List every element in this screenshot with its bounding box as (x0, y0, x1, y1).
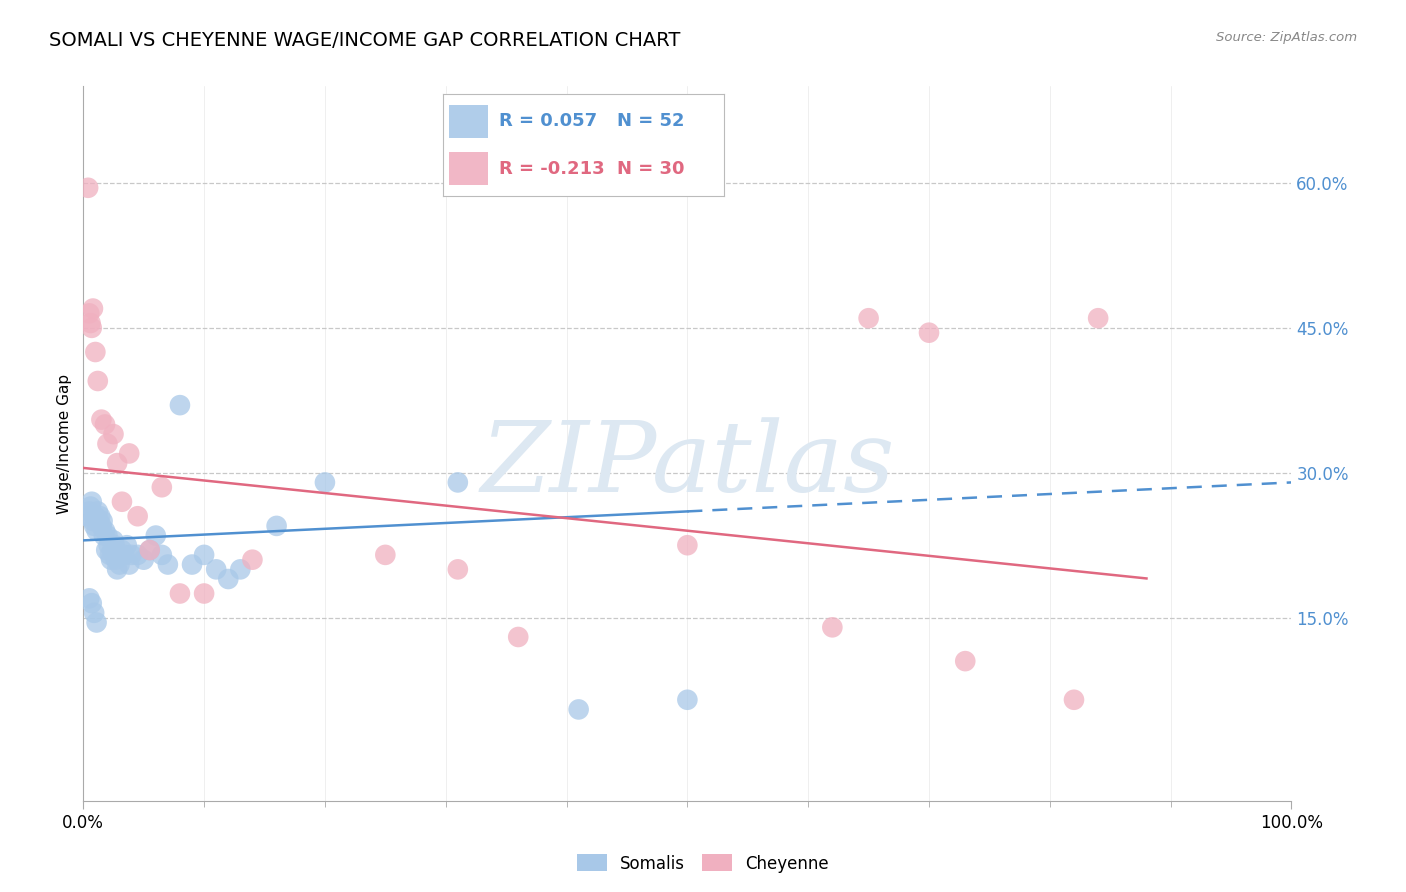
Point (80, 321, 103, 335)
Point (918, 326, 941, 340)
Point (568, 702, 591, 716)
Text: N = 52: N = 52 (617, 112, 685, 130)
Point (83, 606, 105, 620)
Point (193, 548, 215, 562)
Point (115, 538, 138, 552)
Point (447, 475, 470, 490)
Point (955, 654, 977, 668)
Point (90, 412, 112, 426)
Point (82, 514, 104, 528)
Point (118, 558, 141, 572)
Point (104, 538, 127, 552)
Point (169, 586, 191, 600)
Point (156, 558, 179, 572)
Point (97, 538, 120, 552)
Point (105, 562, 128, 576)
Point (205, 562, 228, 576)
FancyBboxPatch shape (449, 105, 488, 137)
Point (676, 693, 699, 707)
Point (127, 509, 149, 524)
Point (86, 524, 108, 538)
Point (79, 316, 101, 330)
Point (80, 494, 103, 508)
Point (76, 509, 98, 524)
Text: R = -0.213: R = -0.213 (499, 160, 605, 178)
Point (83, 519, 105, 533)
Point (139, 543, 162, 558)
Point (145, 528, 167, 542)
Point (821, 620, 844, 634)
Point (96, 528, 118, 542)
Point (91, 514, 114, 528)
Point (242, 552, 264, 566)
Point (858, 311, 880, 326)
Point (79, 591, 101, 606)
Point (169, 398, 191, 412)
Text: Source: ZipAtlas.com: Source: ZipAtlas.com (1216, 31, 1357, 45)
Point (79, 306, 101, 320)
Point (229, 562, 252, 576)
Point (103, 427, 125, 442)
Point (508, 630, 530, 644)
Text: R = 0.057: R = 0.057 (499, 112, 598, 130)
Point (84, 345, 107, 359)
Point (82, 301, 104, 316)
Point (103, 533, 125, 548)
Point (181, 558, 204, 572)
Point (105, 456, 128, 470)
Point (127, 548, 149, 562)
Point (94, 417, 117, 432)
Point (314, 475, 336, 490)
Point (111, 543, 134, 558)
Legend: Somalis, Cheyenne: Somalis, Cheyenne (571, 847, 835, 880)
Point (150, 480, 173, 494)
Point (121, 548, 143, 562)
Point (139, 543, 162, 558)
Point (94, 524, 117, 538)
FancyBboxPatch shape (449, 153, 488, 185)
Point (193, 586, 215, 600)
Point (96, 437, 118, 451)
Point (217, 572, 239, 586)
Point (108, 558, 131, 572)
Point (90, 519, 112, 533)
Point (79, 500, 101, 514)
Point (80, 596, 103, 610)
Point (79, 504, 101, 518)
Point (266, 519, 288, 533)
Text: SOMALI VS CHEYENNE WAGE/INCOME GAP CORRELATION CHART: SOMALI VS CHEYENNE WAGE/INCOME GAP CORRE… (49, 31, 681, 50)
Point (447, 562, 470, 576)
Point (98, 548, 121, 562)
Point (100, 552, 122, 566)
Point (1087, 311, 1109, 326)
Point (676, 538, 699, 552)
Point (101, 543, 124, 558)
Point (112, 548, 135, 562)
Point (118, 446, 141, 460)
Point (96, 543, 118, 558)
Point (87, 374, 110, 388)
Point (1063, 693, 1085, 707)
Point (89, 509, 111, 524)
Point (104, 552, 127, 566)
Point (86, 615, 108, 630)
Point (77, 181, 100, 195)
Point (87, 504, 110, 518)
Point (87, 514, 110, 528)
Point (93, 528, 115, 542)
Point (84, 509, 107, 524)
Text: N = 30: N = 30 (617, 160, 685, 178)
Text: ZIPatlas: ZIPatlas (479, 417, 894, 513)
Y-axis label: Wage/Income Gap: Wage/Income Gap (58, 374, 72, 514)
Point (111, 494, 134, 508)
Point (150, 548, 173, 562)
Point (374, 548, 396, 562)
Point (132, 552, 155, 566)
